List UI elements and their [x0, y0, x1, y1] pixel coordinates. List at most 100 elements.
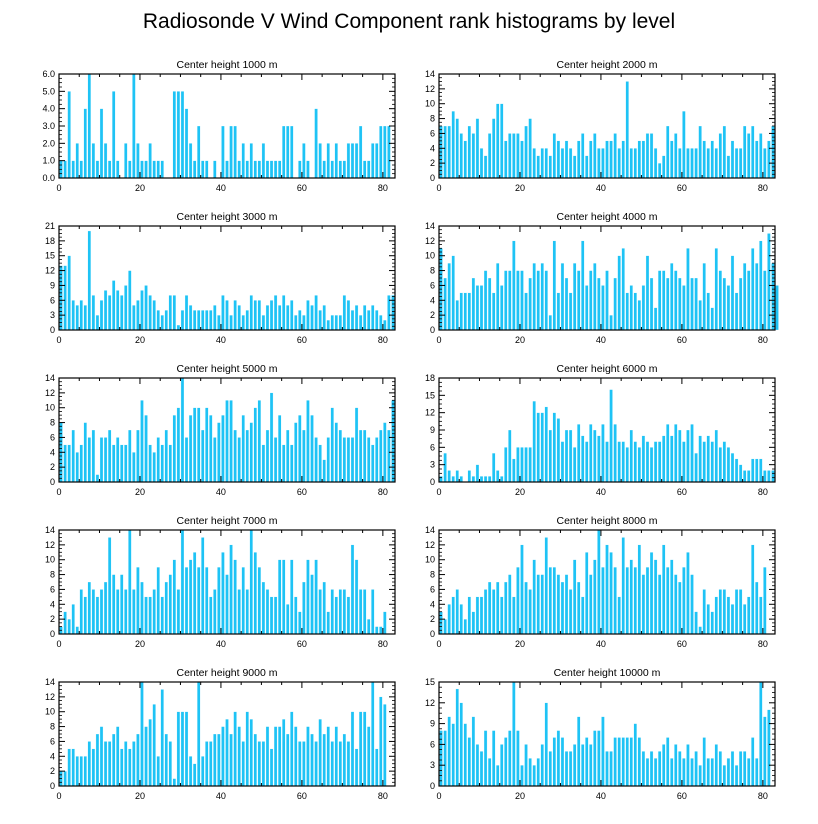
histogram-bar: [213, 437, 217, 483]
histogram-bar: [277, 414, 282, 483]
histogram-bar: [589, 744, 593, 787]
histogram-bar: [184, 711, 189, 787]
histogram-bar: [666, 566, 670, 635]
histogram-bar: [350, 711, 355, 787]
histogram-bar: [564, 277, 569, 331]
histogram-bar: [487, 581, 492, 635]
histogram-bar: [205, 310, 209, 331]
histogram-bar: [249, 718, 253, 787]
histogram-bar: [261, 444, 266, 483]
histogram-bar: [455, 589, 459, 635]
histogram-bar: [132, 305, 136, 331]
histogram-bar: [491, 292, 496, 331]
histogram-bar: [649, 133, 654, 179]
histogram-bar: [455, 688, 459, 787]
histogram-bar: [261, 581, 266, 635]
histogram-bar: [524, 447, 528, 483]
histogram-bar: [367, 618, 371, 635]
histogram-bar: [128, 529, 132, 635]
histogram-bar: [572, 744, 577, 787]
histogram-bar: [241, 566, 245, 635]
histogram-bar: [706, 758, 710, 787]
histogram-bar: [362, 429, 367, 483]
histogram-bar: [156, 310, 160, 331]
histogram-bar: [310, 305, 314, 331]
y-tick-label: 12: [45, 540, 55, 550]
histogram-bar: [649, 277, 654, 331]
histogram-bar: [346, 437, 351, 483]
histogram-bar: [544, 406, 548, 483]
histogram-bar: [666, 277, 670, 331]
histogram-bar: [742, 604, 747, 635]
histogram-bar: [633, 148, 638, 179]
histogram-bar: [491, 589, 496, 635]
histogram-bar: [690, 277, 694, 331]
histogram-bar: [91, 143, 96, 179]
histogram-bar: [290, 444, 294, 483]
histogram-bar: [338, 741, 343, 787]
histogram-bar: [662, 544, 666, 635]
histogram-bar: [217, 733, 221, 787]
histogram-bar: [609, 751, 613, 787]
histogram-bar: [148, 718, 152, 787]
y-tick-label: 0: [430, 781, 435, 791]
histogram-bar: [334, 596, 338, 635]
x-tick-label: 0: [56, 791, 61, 801]
histogram-bar: [116, 726, 120, 787]
histogram-bar: [83, 596, 87, 635]
histogram-bar: [496, 103, 500, 179]
histogram-bar: [674, 133, 678, 179]
histogram-bar: [763, 148, 767, 179]
histogram-bar: [257, 160, 262, 179]
histogram-bar: [500, 103, 504, 179]
histogram-bar: [63, 611, 67, 635]
histogram-bar: [128, 429, 132, 483]
histogram-bar: [544, 270, 548, 331]
histogram-bar: [609, 314, 613, 331]
histogram-bar: [455, 300, 459, 331]
histogram-bar: [528, 447, 532, 483]
histogram-bar: [290, 559, 294, 635]
histogram-bar: [375, 310, 379, 331]
histogram-bar: [273, 726, 278, 787]
y-tick-label: 14: [425, 69, 435, 79]
x-tick-label: 40: [216, 183, 226, 193]
histogram-bar: [221, 295, 225, 331]
x-tick-label: 20: [515, 183, 525, 193]
y-tick-label: 21: [45, 221, 55, 231]
histogram-bar: [128, 270, 132, 331]
histogram-bar: [237, 726, 241, 787]
histogram-bar: [107, 429, 112, 483]
histogram-bar: [257, 400, 262, 483]
y-tick-label: 10: [425, 99, 435, 109]
histogram-bar: [682, 285, 686, 331]
histogram-bar: [467, 125, 472, 179]
histogram-bar: [641, 285, 646, 331]
histogram-bar: [730, 255, 735, 331]
histogram-bar: [172, 414, 177, 483]
histogram-bar: [714, 248, 718, 331]
y-tick-label: 3: [430, 460, 435, 470]
histogram-bar: [124, 741, 128, 787]
histogram-bar: [281, 295, 286, 331]
histogram-bar: [229, 544, 233, 635]
x-tick-label: 0: [56, 183, 61, 193]
histogram-bar: [702, 441, 706, 483]
panel-title: Center height 3000 m: [177, 211, 278, 223]
histogram-bar: [597, 529, 601, 635]
y-tick-label: 8: [50, 722, 55, 732]
histogram-bar: [751, 544, 755, 635]
histogram-bar: [103, 143, 108, 179]
x-tick-label: 40: [596, 639, 606, 649]
histogram-bar: [342, 589, 347, 635]
histogram-bar: [621, 537, 625, 635]
histogram-bar: [686, 148, 690, 179]
histogram-bar: [483, 155, 488, 179]
histogram-bar: [455, 470, 459, 483]
histogram-bar: [326, 726, 330, 787]
x-tick-label: 80: [758, 639, 768, 649]
histogram-bar: [338, 589, 343, 635]
y-tick-label: 4.0: [42, 104, 55, 114]
histogram-bar: [67, 618, 71, 635]
histogram-bar: [184, 437, 189, 483]
